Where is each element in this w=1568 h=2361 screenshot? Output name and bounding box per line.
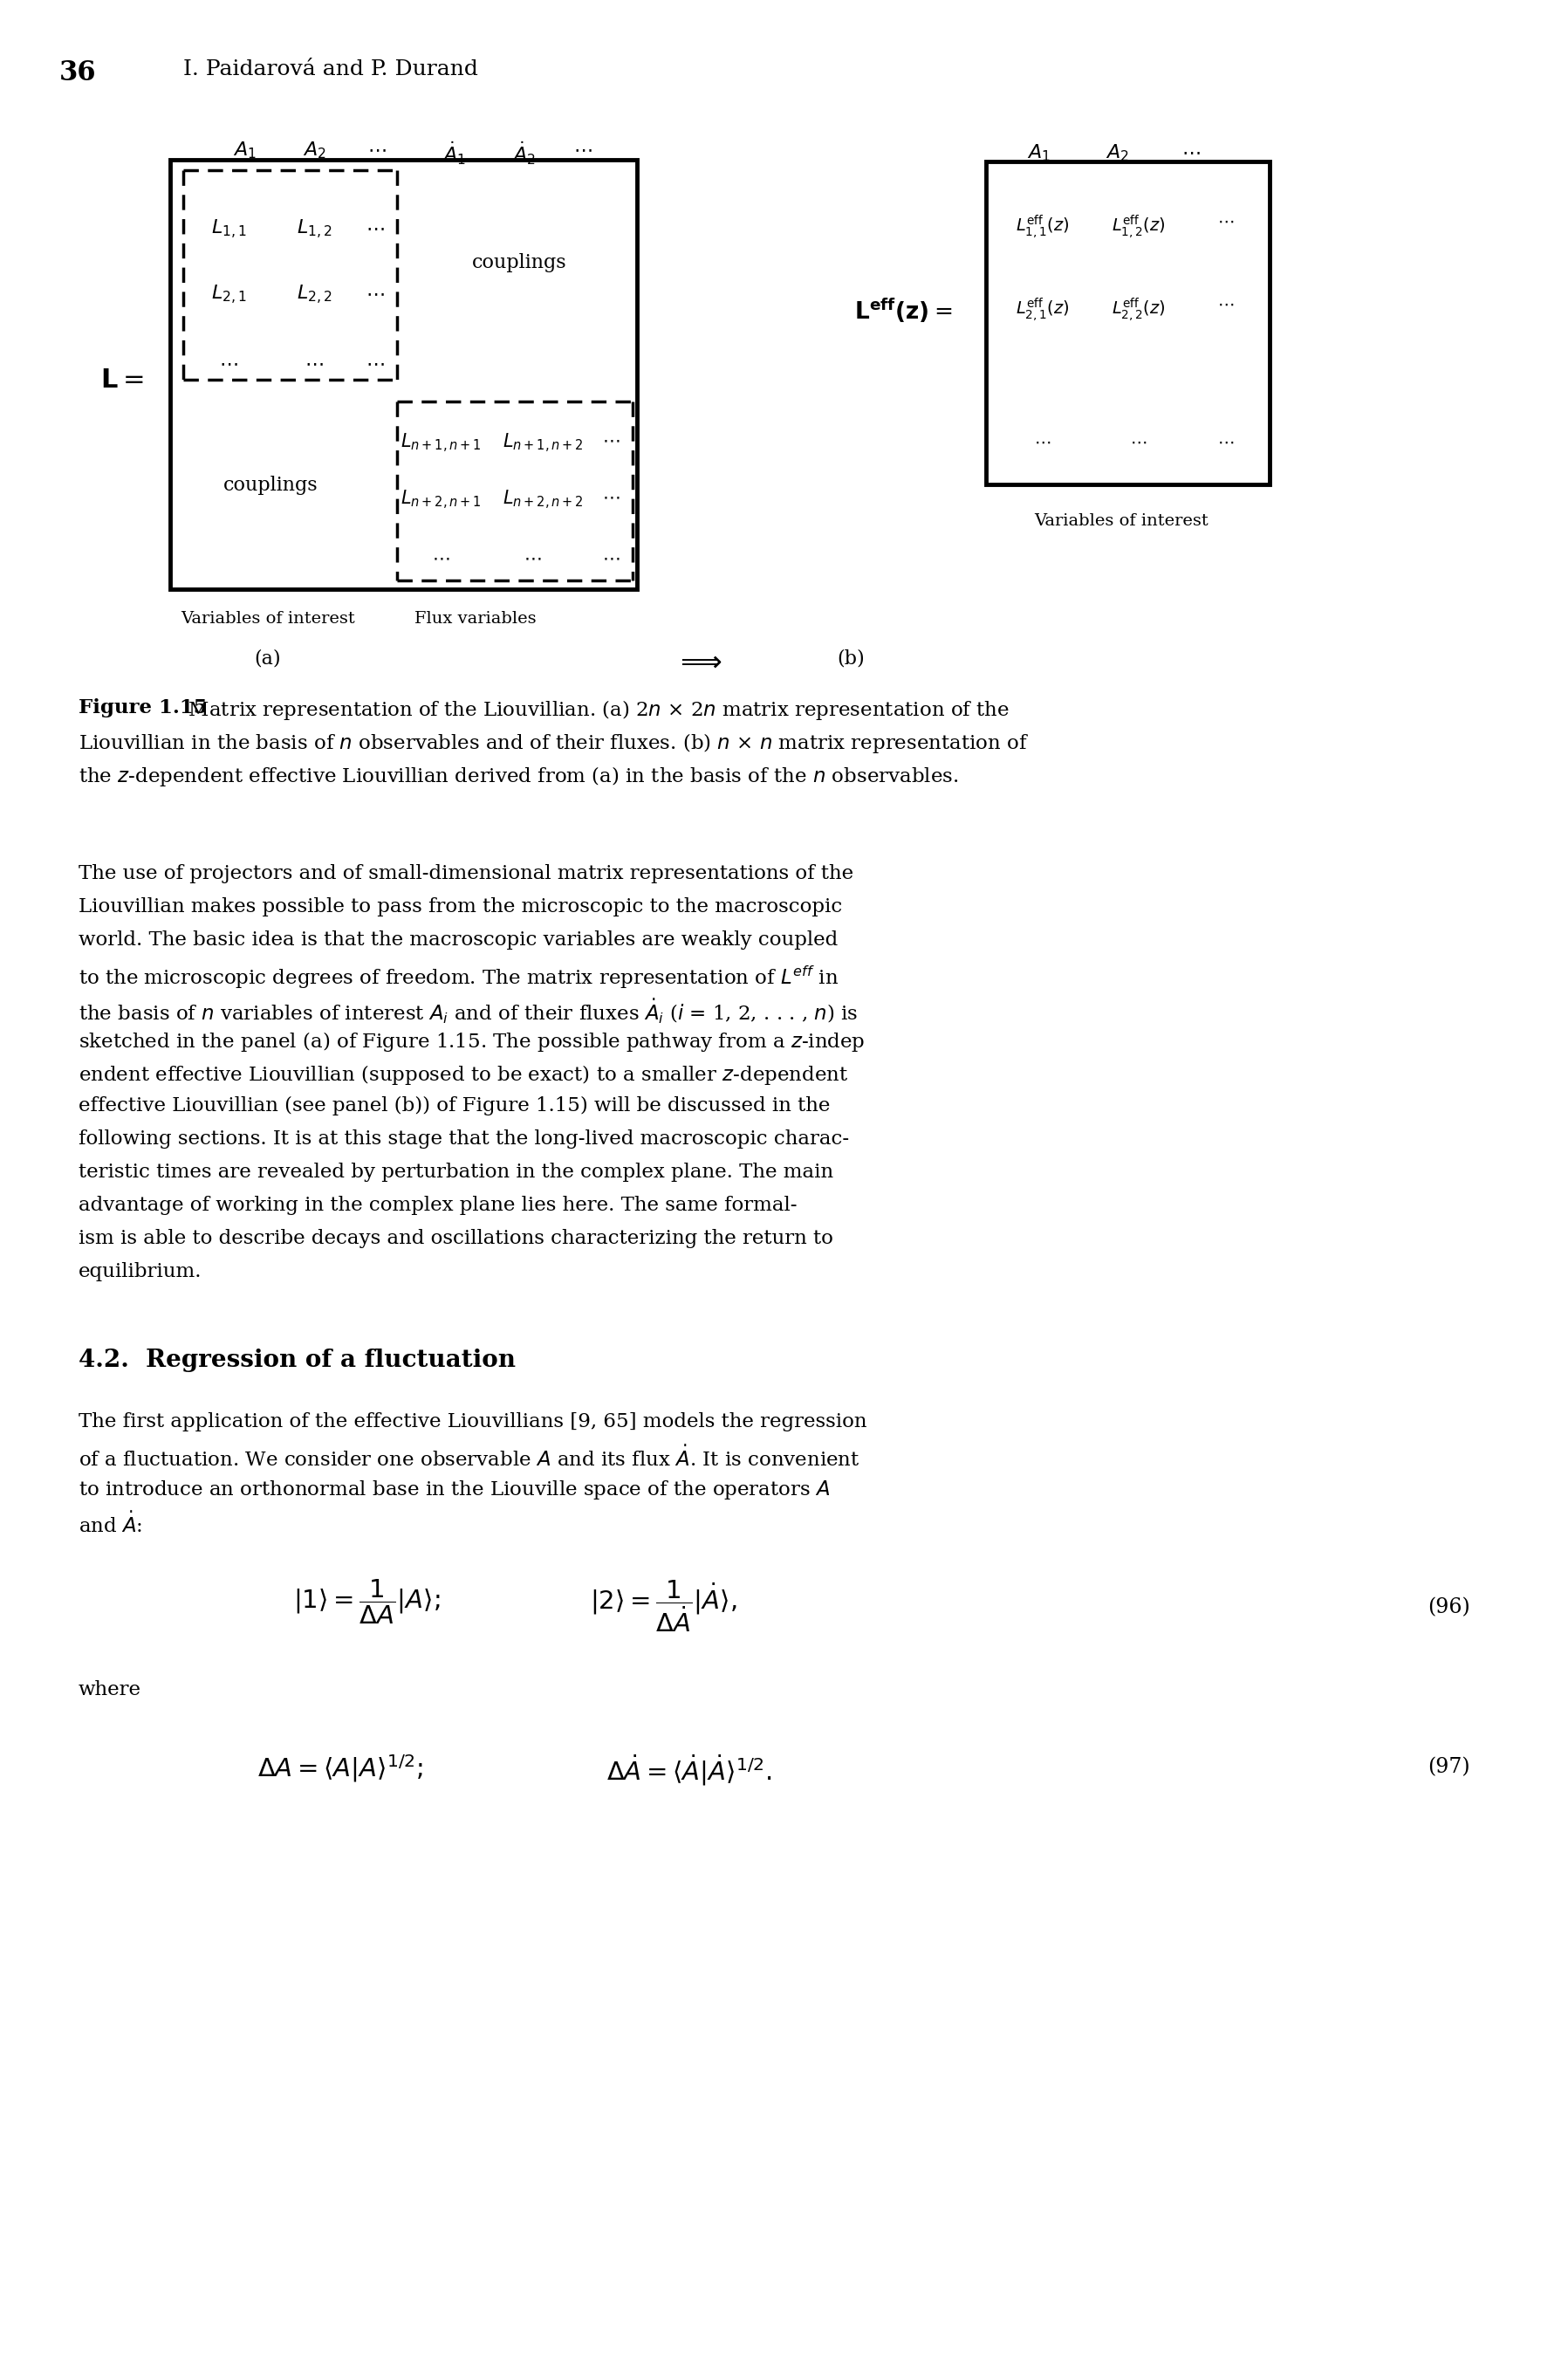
Text: $L^{\mathrm{eff}}_{2,1}(z)$: $L^{\mathrm{eff}}_{2,1}(z)$	[1016, 297, 1069, 323]
Text: advantage of working in the complex plane lies here. The same formal-: advantage of working in the complex plan…	[78, 1195, 797, 1216]
Text: The first application of the effective Liouvillians [9, 65] models the regressio: The first application of the effective L…	[78, 1412, 867, 1431]
Text: $\cdots$: $\cdots$	[1218, 434, 1234, 451]
Text: teristic times are revealed by perturbation in the complex plane. The main: teristic times are revealed by perturbat…	[78, 1162, 834, 1183]
Text: $\cdots$: $\cdots$	[1218, 297, 1234, 312]
Text: The use of projectors and of small-dimensional matrix representations of the: The use of projectors and of small-dimen…	[78, 864, 853, 883]
Text: $L_{n+1,n+1}$: $L_{n+1,n+1}$	[400, 432, 481, 456]
Text: $L^{\mathrm{eff}}_{1,1}(z)$: $L^{\mathrm{eff}}_{1,1}(z)$	[1016, 215, 1069, 241]
Text: (97): (97)	[1427, 1757, 1469, 1778]
Text: world. The basic idea is that the macroscopic variables are weakly coupled: world. The basic idea is that the macros…	[78, 930, 837, 949]
Text: $\cdots$: $\cdots$	[220, 354, 238, 373]
Text: to introduce an orthonormal base in the Liouville space of the operators $A$: to introduce an orthonormal base in the …	[78, 1478, 831, 1502]
Text: $\cdots$: $\cdots$	[602, 489, 619, 505]
Text: (a): (a)	[254, 649, 281, 668]
Text: $\cdots$: $\cdots$	[365, 217, 384, 238]
Text: 36: 36	[60, 59, 96, 87]
Text: $\cdots$: $\cdots$	[1035, 434, 1051, 451]
Text: $\dot{A}_2$: $\dot{A}_2$	[511, 139, 535, 165]
Text: $L_{2,1}$: $L_{2,1}$	[210, 283, 246, 307]
Text: where: where	[78, 1681, 141, 1700]
Text: $\cdots$: $\cdots$	[365, 283, 384, 302]
Text: $L_{1,1}$: $L_{1,1}$	[210, 217, 246, 241]
Text: $\cdots$: $\cdots$	[1182, 142, 1201, 161]
Text: effective Liouvillian (see panel (b)) of Figure 1.15) will be discussed in the: effective Liouvillian (see panel (b)) of…	[78, 1096, 829, 1114]
Text: $\cdots$: $\cdots$	[602, 550, 619, 567]
Text: equilibrium.: equilibrium.	[78, 1263, 202, 1282]
Text: endent effective Liouvillian (supposed to be exact) to a smaller $z$-dependent: endent effective Liouvillian (supposed t…	[78, 1062, 848, 1086]
Text: $L_{n+2,n+1}$: $L_{n+2,n+1}$	[400, 489, 481, 512]
Text: $L_{n+1,n+2}$: $L_{n+1,n+2}$	[502, 432, 583, 456]
Text: $\dot{A}_1$: $\dot{A}_1$	[442, 139, 466, 165]
Text: and $\dot{A}$:: and $\dot{A}$:	[78, 1511, 143, 1537]
Text: $\mathbf{L}^{\mathbf{eff}}\mathbf{(z)} =$: $\mathbf{L}^{\mathbf{eff}}\mathbf{(z)} =…	[855, 297, 952, 326]
Text: $L^{\mathrm{eff}}_{1,2}(z)$: $L^{\mathrm{eff}}_{1,2}(z)$	[1112, 215, 1165, 241]
Text: the basis of $n$ variables of interest $A_i$ and of their fluxes $\dot{A}_i$ ($i: the basis of $n$ variables of interest $…	[78, 996, 858, 1025]
Text: Figure 1.15: Figure 1.15	[78, 699, 207, 718]
Text: Liouvillian makes possible to pass from the microscopic to the macroscopic: Liouvillian makes possible to pass from …	[78, 897, 842, 916]
Text: $\cdots$: $\cdots$	[1218, 215, 1234, 229]
Text: couplings: couplings	[223, 475, 318, 496]
Text: $A_1$: $A_1$	[1027, 142, 1051, 163]
Text: $\cdots$: $\cdots$	[304, 354, 323, 373]
Text: $\cdots$: $\cdots$	[431, 550, 450, 567]
Text: $L_{2,2}$: $L_{2,2}$	[296, 283, 332, 307]
Text: I. Paidarová and P. Durand: I. Paidarová and P. Durand	[183, 59, 478, 80]
Text: $A_2$: $A_2$	[303, 139, 326, 161]
Text: (b): (b)	[837, 649, 864, 668]
Text: $\cdots$: $\cdots$	[365, 354, 384, 373]
Text: of a fluctuation. We consider one observable $A$ and its flux $\dot{A}$. It is c: of a fluctuation. We consider one observ…	[78, 1445, 859, 1471]
Text: $\Delta\dot{A} = \langle\dot{A}|\dot{A}\rangle^{1/2}.$: $\Delta\dot{A} = \langle\dot{A}|\dot{A}\…	[607, 1752, 771, 1787]
Text: $\cdots$: $\cdots$	[524, 550, 541, 567]
Text: couplings: couplings	[472, 253, 566, 272]
Text: following sections. It is at this stage that the long-lived macroscopic charac-: following sections. It is at this stage …	[78, 1129, 850, 1150]
Text: $\cdots$: $\cdots$	[1131, 434, 1148, 451]
Text: $|2\rangle = \dfrac{1}{\Delta\dot{A}}|\dot{A}\rangle,$: $|2\rangle = \dfrac{1}{\Delta\dot{A}}|\d…	[590, 1577, 737, 1634]
Text: $\mathbf{L} =$: $\mathbf{L} =$	[100, 366, 144, 394]
Text: $\cdots$: $\cdots$	[602, 432, 619, 449]
Text: $\Delta A = \langle A|A\rangle^{1/2};$: $\Delta A = \langle A|A\rangle^{1/2};$	[257, 1752, 423, 1785]
Text: $\cdots$: $\cdots$	[367, 139, 386, 158]
Text: Flux variables: Flux variables	[414, 611, 536, 626]
Text: $A_1$: $A_1$	[232, 139, 256, 161]
Text: Matrix representation of the Liouvillian. (a) 2$n$ × 2$n$ matrix representation : Matrix representation of the Liouvillian…	[169, 699, 1010, 722]
Text: 4.2.  Regression of a fluctuation: 4.2. Regression of a fluctuation	[78, 1348, 516, 1372]
Text: sketched in the panel (a) of Figure 1.15. The possible pathway from a $z$-indep: sketched in the panel (a) of Figure 1.15…	[78, 1029, 866, 1053]
Text: $L_{1,2}$: $L_{1,2}$	[296, 217, 332, 241]
Text: Liouvillian in the basis of $n$ observables and of their fluxes. (b) $n$ × $n$ m: Liouvillian in the basis of $n$ observab…	[78, 732, 1029, 756]
Text: (96): (96)	[1427, 1598, 1469, 1617]
Text: ism is able to describe decays and oscillations characterizing the return to: ism is able to describe decays and oscil…	[78, 1230, 833, 1249]
Text: $L^{\mathrm{eff}}_{2,2}(z)$: $L^{\mathrm{eff}}_{2,2}(z)$	[1112, 297, 1165, 323]
Text: $\cdots$: $\cdots$	[574, 139, 593, 158]
Text: Variables of interest: Variables of interest	[180, 611, 354, 626]
Text: Variables of interest: Variables of interest	[1035, 512, 1209, 529]
Text: $L_{n+2,n+2}$: $L_{n+2,n+2}$	[502, 489, 583, 512]
Text: $\Longrightarrow$: $\Longrightarrow$	[674, 649, 721, 678]
Text: to the microscopic degrees of freedom. The matrix representation of $L^{eff}$ in: to the microscopic degrees of freedom. T…	[78, 963, 839, 989]
Text: $A_2$: $A_2$	[1105, 142, 1129, 163]
Text: the $z$-dependent effective Liouvillian derived from (a) in the basis of the $n$: the $z$-dependent effective Liouvillian …	[78, 765, 958, 789]
Text: $|1\rangle = \dfrac{1}{\Delta A}|A\rangle;$: $|1\rangle = \dfrac{1}{\Delta A}|A\rangl…	[293, 1577, 441, 1627]
